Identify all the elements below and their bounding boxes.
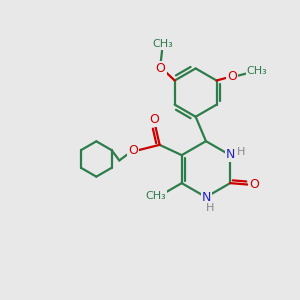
Text: CH₃: CH₃ — [153, 39, 173, 49]
Text: N: N — [226, 148, 235, 161]
Text: H: H — [206, 203, 214, 213]
Text: CH₃: CH₃ — [247, 66, 267, 76]
Text: O: O — [227, 70, 237, 83]
Text: O: O — [156, 61, 166, 75]
Text: O: O — [128, 144, 138, 157]
Text: CH₃: CH₃ — [146, 191, 167, 201]
Text: H: H — [237, 147, 245, 157]
Text: O: O — [149, 113, 159, 126]
Text: O: O — [249, 178, 259, 191]
Text: N: N — [202, 191, 211, 204]
